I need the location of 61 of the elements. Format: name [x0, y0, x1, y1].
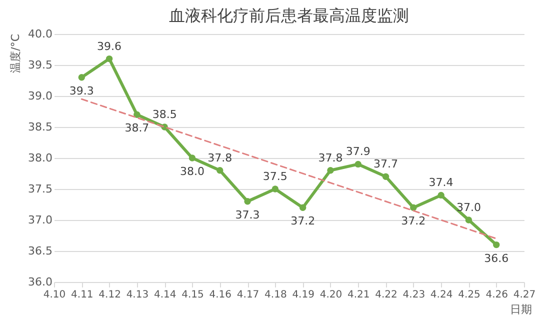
data-label: 37.2 — [401, 214, 426, 228]
data-label: 37.5 — [262, 170, 288, 183]
x-tick-label: 4.20 — [320, 290, 342, 300]
y-tick-label: 36.0 — [28, 276, 52, 288]
point — [106, 55, 113, 62]
y-tick-label: 39.0 — [28, 90, 52, 102]
point — [216, 167, 224, 174]
y-tick-label: 40.0 — [28, 28, 52, 40]
x-tick-label: 4.12 — [98, 290, 121, 300]
y-tick-label: 38.5 — [28, 120, 52, 134]
x-tick-label: 4.26 — [486, 290, 508, 300]
x-tick-label: 4.13 — [126, 290, 149, 300]
point — [354, 160, 362, 168]
x-tick-label: 4.19 — [292, 290, 314, 300]
x-tick-label: 4.16 — [209, 290, 232, 300]
x-tick-label: 4.14 — [154, 290, 176, 300]
data-label: 38.5 — [152, 108, 177, 121]
point — [188, 154, 196, 162]
point — [382, 173, 390, 180]
x-tick-label: 4.15 — [182, 290, 204, 300]
y-tick-label: 37.0 — [28, 214, 52, 226]
y-tick-label: 36.5 — [28, 244, 52, 258]
data-label: 39.3 — [69, 84, 94, 98]
data-label: 37.3 — [235, 208, 260, 222]
x-tick-label: 4.22 — [375, 290, 398, 300]
y-tick-label: 39.5 — [28, 58, 52, 72]
y-tick-label: 37.5 — [28, 182, 52, 196]
data-label: 37.7 — [374, 158, 398, 171]
data-label: 39.6 — [97, 40, 122, 53]
chart-title: 血液科化疗前后患者最高温度监测 — [169, 6, 409, 25]
y-tick-label: 38.0 — [28, 152, 52, 164]
point — [78, 74, 85, 81]
x-tick-label: 4.18 — [264, 290, 287, 300]
data-label: 38.7 — [124, 122, 150, 135]
point — [465, 216, 472, 224]
point — [299, 204, 306, 211]
x-tick-label: 4.27 — [513, 290, 536, 300]
point — [244, 198, 251, 205]
point — [493, 241, 500, 248]
x-axis-title: 日期 — [510, 303, 532, 316]
x-tick-label: 4.24 — [430, 290, 453, 300]
data-label: 37.9 — [346, 145, 370, 158]
data-label: 37.2 — [290, 214, 316, 228]
x-tick-label: 4.17 — [236, 290, 260, 300]
x-tick-label: 4.25 — [458, 290, 480, 300]
data-label: 36.6 — [484, 252, 509, 265]
point — [438, 192, 444, 199]
data-label: 37.4 — [428, 176, 454, 190]
x-tick-label: 4.11 — [71, 290, 94, 300]
data-label: 37.8 — [318, 151, 343, 164]
x-tick-label: 4.21 — [347, 290, 370, 300]
point — [272, 186, 279, 192]
x-tick-label: 4.10 — [43, 290, 66, 300]
point — [134, 111, 140, 118]
point — [410, 204, 417, 211]
data-label: 38.0 — [180, 165, 204, 178]
y-axis-title: 温度/°C — [9, 34, 22, 73]
data-label: 37.8 — [208, 151, 232, 164]
x-tick-label: 4.23 — [402, 290, 426, 300]
data-label: 37.0 — [456, 201, 481, 214]
point — [327, 167, 334, 174]
